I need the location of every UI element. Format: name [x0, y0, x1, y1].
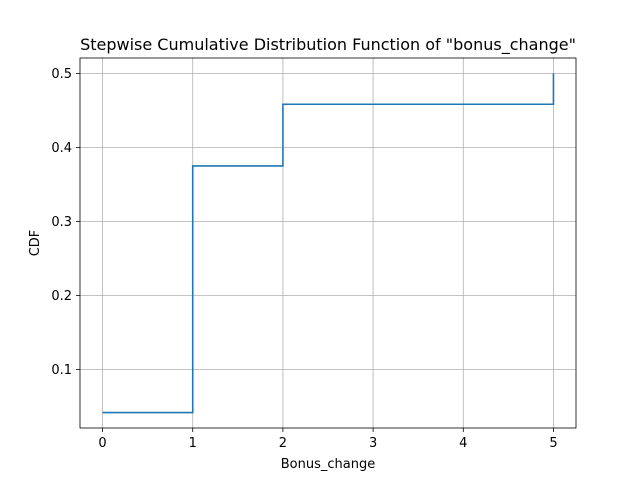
x-tick-label: 3 — [369, 436, 377, 451]
y-tick-label: 0.2 — [51, 289, 72, 304]
series-layer — [102, 73, 555, 414]
plot-frame — [79, 57, 577, 429]
y-tick-label: 0.3 — [51, 215, 72, 230]
y-axis-label: CDF — [28, 230, 43, 257]
chart-title: Stepwise Cumulative Distribution Functio… — [80, 35, 576, 55]
x-tick-label: 2 — [279, 436, 287, 451]
x-tick-label: 5 — [549, 436, 557, 451]
x-tick-label: 1 — [189, 436, 197, 451]
x-tick-label: 0 — [98, 436, 106, 451]
cdf-step-line — [102, 73, 555, 414]
x-axis-label: Bonus_change — [281, 457, 375, 472]
tick-layer: 0 1 2 3 4 5 0.1 0.2 0.3 0.4 0.5 — [51, 67, 557, 451]
x-tick-label: 4 — [459, 436, 467, 451]
y-tick-label: 0.4 — [51, 141, 72, 156]
y-tick-label: 0.1 — [51, 363, 72, 378]
y-tick-label: 0.5 — [51, 67, 72, 82]
